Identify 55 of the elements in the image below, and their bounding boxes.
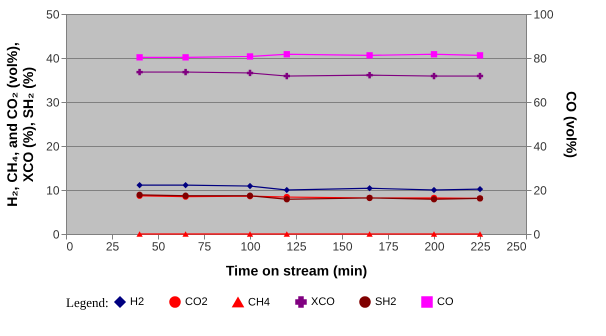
point	[366, 231, 373, 237]
x-tick-label: 0	[66, 240, 74, 254]
x-tick-label: 50	[152, 240, 166, 254]
legend-label: H2	[130, 296, 144, 308]
legend-title: Legend:	[66, 295, 109, 310]
point	[284, 72, 290, 80]
legend-label: XCO	[311, 296, 336, 308]
y-tick-label: 40	[46, 52, 60, 66]
y2-tick-label: 20	[534, 184, 548, 198]
point	[182, 231, 189, 237]
y2-tick-label: 0	[534, 228, 540, 242]
point	[136, 182, 143, 188]
point	[284, 186, 290, 194]
point	[136, 68, 143, 76]
point	[430, 186, 438, 194]
point	[182, 68, 189, 76]
x-axis-title: Time on stream (min)	[226, 262, 368, 278]
point	[476, 231, 484, 237]
point	[284, 231, 290, 237]
y2-tick-label: 80	[534, 52, 548, 66]
y-tick-label: 30	[46, 96, 60, 110]
legend-label: SH2	[375, 296, 396, 308]
legend-label: CO	[437, 296, 454, 308]
point	[246, 182, 254, 190]
x-tick-label: 200	[424, 240, 445, 254]
point	[284, 196, 290, 202]
x-tick-label: 100	[240, 240, 261, 254]
legend-label: CO2	[185, 296, 208, 308]
y2-tick-label: 100	[534, 8, 554, 22]
y-tick-label: 50	[46, 8, 60, 22]
x-tick-label: 125	[286, 240, 307, 254]
point	[182, 182, 189, 188]
point	[136, 231, 143, 237]
x-tick-label: 175	[378, 240, 399, 254]
point	[430, 72, 438, 80]
y-tick-label: 0	[52, 228, 60, 242]
x-tick-label: 25	[106, 240, 120, 254]
y-tick-label: 20	[46, 140, 60, 154]
point	[246, 70, 254, 76]
point	[246, 231, 254, 237]
y2-tick-label: 60	[534, 96, 548, 110]
point	[430, 231, 438, 237]
y2-tick-label: 40	[534, 140, 548, 154]
point	[366, 72, 373, 78]
y2-axis-title: CO (vol%)	[564, 91, 580, 158]
x-tick-label: 150	[332, 240, 353, 254]
x-tick-label: 250	[506, 240, 527, 254]
x-tick-label: 75	[198, 240, 212, 254]
legend-label: CH4	[248, 296, 270, 308]
y-tick-label: 10	[46, 184, 60, 198]
y-axis-title: H₂, CH₄, and CO₂ (vol%), XCO (%), SH₂ (%)	[4, 42, 36, 207]
x-tick-label: 225	[470, 240, 491, 254]
point	[476, 72, 484, 80]
point	[476, 186, 484, 192]
point	[366, 185, 373, 192]
